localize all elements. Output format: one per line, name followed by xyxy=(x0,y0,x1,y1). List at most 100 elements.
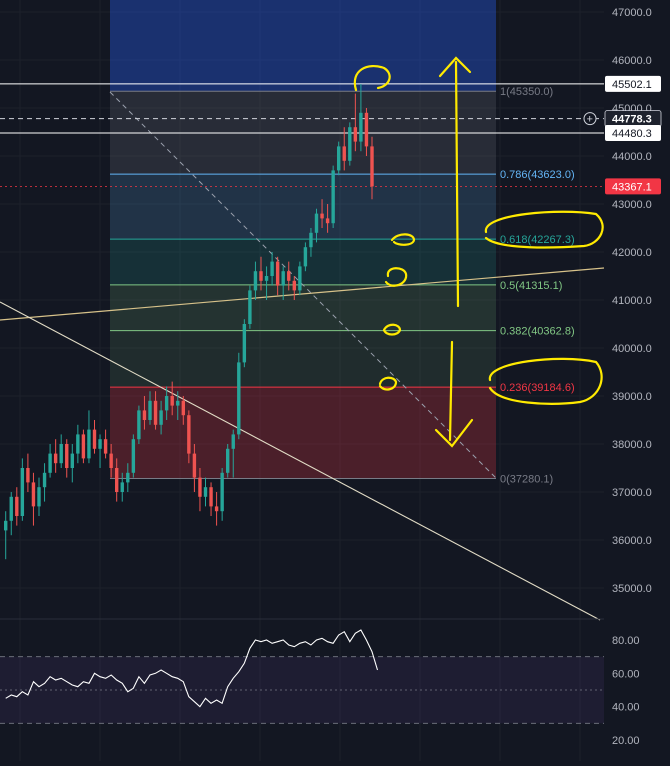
candle-body xyxy=(203,487,208,497)
fib-level-label: 0.786(43623.0) xyxy=(500,169,575,181)
rsi-pane xyxy=(0,629,604,724)
candle-body xyxy=(242,324,247,363)
candle-body xyxy=(170,396,174,406)
price-axis[interactable]: 47000.046000.045000.044000.043000.042000… xyxy=(612,7,652,595)
candle-body xyxy=(9,496,13,521)
candle-body xyxy=(159,410,163,425)
price-tick-label: 39000.0 xyxy=(612,391,652,403)
candle-body xyxy=(370,146,374,187)
annotation-down-arrow-shaft xyxy=(448,340,454,442)
rsi-tick-label: 20.00 xyxy=(612,735,640,747)
candle-body xyxy=(15,496,19,516)
rsi-tick-label: 40.00 xyxy=(612,702,640,714)
annotation-circle-0618 xyxy=(390,233,416,246)
fib-zone xyxy=(110,239,496,285)
candle-body xyxy=(4,520,8,531)
candle-body xyxy=(320,213,324,219)
fib-level-label: 0.382(40362.8) xyxy=(500,326,575,338)
price-tick-label: 42000.0 xyxy=(612,247,652,259)
candle-body xyxy=(259,271,263,281)
price-tick-label: 40000.0 xyxy=(612,343,652,355)
candle-body xyxy=(181,400,185,416)
candlestick-series xyxy=(4,84,374,560)
candle-body xyxy=(131,439,136,473)
fibonacci-diagonal[interactable] xyxy=(109,91,497,479)
annotation-top-circle xyxy=(353,64,391,92)
fib-level-label: 0(37280.1) xyxy=(500,474,553,486)
candle-body xyxy=(115,468,119,492)
price-tick-label: 36000.0 xyxy=(612,535,652,547)
add-alert-icon[interactable] xyxy=(583,112,597,126)
candle-body xyxy=(231,434,235,449)
candle-body xyxy=(120,482,124,492)
annotation-up-arrow-head xyxy=(438,56,472,78)
candle-body xyxy=(192,453,197,478)
candle-body xyxy=(364,112,369,147)
candle-body xyxy=(287,271,291,281)
fibonacci-labels: 1(45350.0) 0.786(43623.0) 0.618(42267.3) 0.… xyxy=(500,86,575,485)
candle-body xyxy=(148,400,152,420)
candle-body xyxy=(248,290,252,324)
candle-body xyxy=(164,396,169,411)
price-tag-box xyxy=(605,178,661,195)
annotation-circle-0236 xyxy=(378,376,398,391)
horizontal-price-lines xyxy=(0,83,604,187)
fib-level-label: 1(45350.0) xyxy=(500,86,553,98)
fib-zone xyxy=(110,174,496,240)
candle-body xyxy=(176,400,180,406)
candle-body xyxy=(59,444,63,464)
candle-body xyxy=(226,448,230,473)
price-tag-label: 44778.3 xyxy=(612,114,652,126)
price-tick-label: 41000.0 xyxy=(612,295,652,307)
falling-trendline[interactable] xyxy=(0,301,601,621)
candle-body xyxy=(109,453,113,468)
price-tag: 43367.1 xyxy=(605,178,661,195)
price-tag-box xyxy=(605,124,661,141)
fib-zone xyxy=(110,330,496,388)
rising-trendline[interactable] xyxy=(0,267,605,321)
hand-drawn-annotations xyxy=(353,56,604,448)
candle-body xyxy=(81,434,86,459)
candle-body xyxy=(303,247,308,267)
annotation-ellipse-0236 xyxy=(488,357,603,405)
price-tick-label: 43000.0 xyxy=(612,199,652,211)
candle-body xyxy=(353,127,358,142)
add-alert-icon-glyph: + xyxy=(587,114,593,126)
candle-body xyxy=(137,410,141,440)
candle-body xyxy=(198,477,202,497)
candle-body xyxy=(314,213,319,233)
candle-body xyxy=(37,487,41,507)
fib-zone xyxy=(110,284,496,331)
candle-body xyxy=(220,472,224,512)
candle-body xyxy=(65,444,69,468)
rsi-axis[interactable]: 80.00 60.00 40.00 20.00 xyxy=(612,635,640,747)
fib-level-label: 0.618(42267.3) xyxy=(500,234,575,246)
price-tag-label: 45502.1 xyxy=(612,79,652,91)
candle-body xyxy=(359,112,363,142)
fibonacci-levels xyxy=(110,90,496,480)
candle-body xyxy=(31,482,36,507)
annotation-circle-05 xyxy=(384,267,408,287)
price-tag-box xyxy=(605,75,661,92)
candle-body xyxy=(187,415,191,454)
candle-body xyxy=(42,472,47,488)
price-tick-label: 47000.0 xyxy=(612,7,652,19)
candle-body xyxy=(331,170,335,224)
price-tick-label: 38000.0 xyxy=(612,439,652,451)
candle-body xyxy=(270,261,274,276)
candle-body xyxy=(214,506,219,512)
candle-body xyxy=(126,472,130,483)
annotation-down-arrow-head xyxy=(434,418,474,448)
candle-body xyxy=(253,271,258,291)
fib-level-label: 0.236(39184.6) xyxy=(500,382,575,394)
annotation-up-arrow-shaft xyxy=(454,60,460,308)
candle-body xyxy=(92,429,97,449)
candle-body xyxy=(309,232,313,248)
rsi-line xyxy=(5,629,379,708)
price-tag-label: 44480.3 xyxy=(612,128,652,140)
candle-body xyxy=(292,280,296,291)
annotation-ellipse-0618 xyxy=(484,210,604,249)
price-tags: 45502.1 44778.3 +44480.3 43367.1 xyxy=(583,75,662,195)
candle-body xyxy=(342,146,346,161)
